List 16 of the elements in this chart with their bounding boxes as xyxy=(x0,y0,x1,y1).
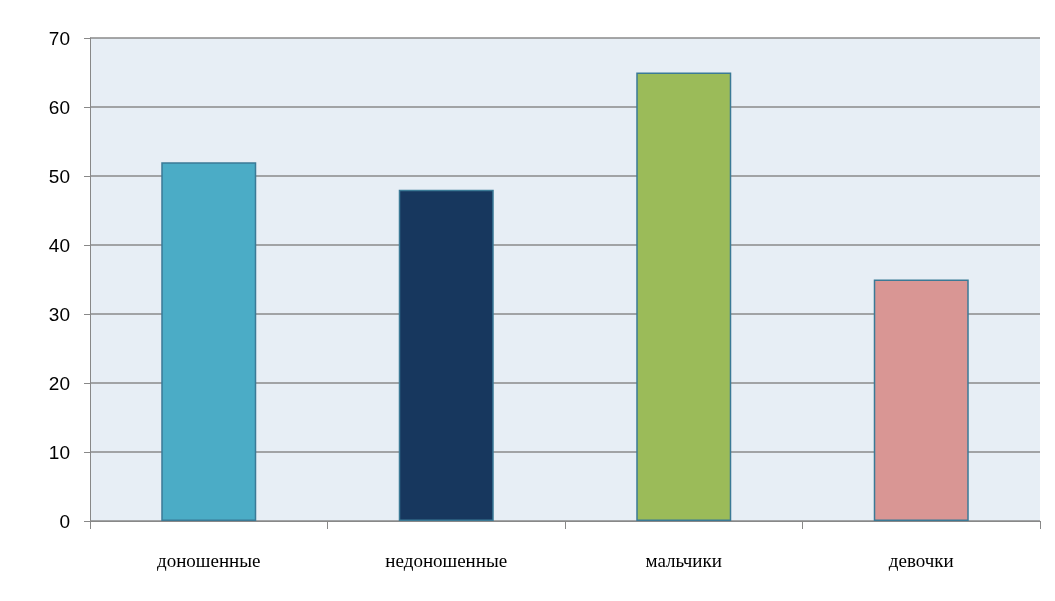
y-tick-label: 50 xyxy=(48,165,70,187)
x-tick-label: девочки xyxy=(888,550,954,571)
y-tick-label: 40 xyxy=(48,234,70,256)
x-tick-label: доношенные xyxy=(157,550,261,571)
bar xyxy=(161,162,257,521)
y-tick-label: 10 xyxy=(48,441,70,463)
x-tick-label: мальчики xyxy=(645,550,722,571)
y-tick-label: 70 xyxy=(48,27,70,49)
bar xyxy=(636,72,732,521)
y-tick-label: 20 xyxy=(48,372,70,394)
y-tick-label: 0 xyxy=(59,510,70,532)
y-tick-label: 60 xyxy=(48,96,70,118)
y-tick-label: 30 xyxy=(48,303,70,325)
bar xyxy=(873,279,969,521)
x-tick-label: недоношенные xyxy=(385,550,508,571)
bar xyxy=(398,189,494,521)
